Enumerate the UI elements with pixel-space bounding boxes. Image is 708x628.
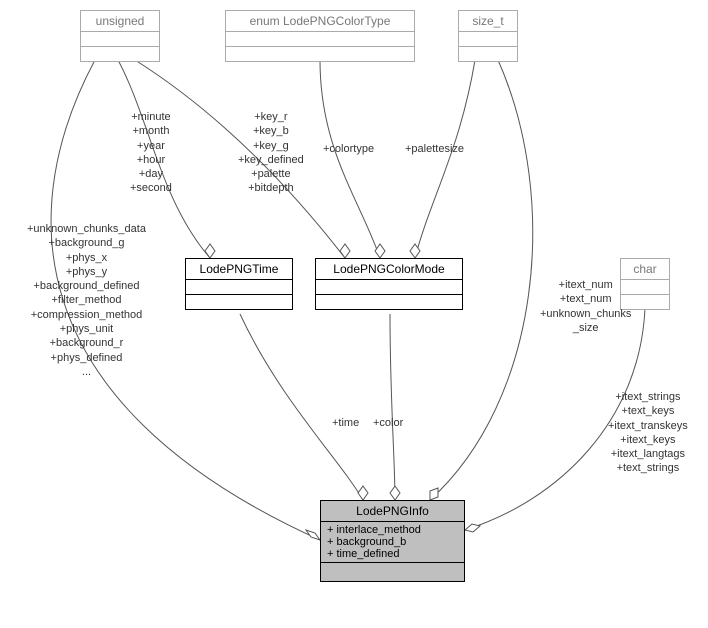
label-char-to-info: +itext_strings+text_keys+itext_transkeys… — [608, 390, 688, 476]
node-unsigned: unsigned — [80, 10, 160, 62]
uml-diagram: unsigned enum LodePNGColorType size_t ch… — [0, 0, 708, 628]
node-title: LodePNGTime — [186, 259, 292, 280]
node-enum-colortype: enum LodePNGColorType — [225, 10, 415, 62]
label-sizet-to-info: +itext_num+text_num+unknown_chunks_size — [540, 278, 631, 335]
node-title: LodePNGColorMode — [316, 259, 462, 280]
label-enum-to-colormode: +colortype — [323, 142, 374, 156]
node-lodepngcolormode: LodePNGColorMode — [315, 258, 463, 310]
node-lodepngtime: LodePNGTime — [185, 258, 293, 310]
members: + interlace_method + background_b + time… — [321, 522, 464, 563]
node-title: unsigned — [81, 11, 159, 32]
label-time-to-info: +time — [332, 416, 359, 430]
label-unsigned-to-info: +unknown_chunks_data+background_g+phys_x… — [27, 222, 146, 379]
label-unsigned-to-time: +minute+month+year+hour+day+second — [130, 110, 172, 196]
node-title: enum LodePNGColorType — [226, 11, 414, 32]
node-title: LodePNGInfo — [321, 501, 464, 522]
node-title: char — [621, 259, 669, 280]
label-sizet-to-colormode: +palettesize — [405, 142, 464, 156]
label-unsigned-to-colormode: +key_r+key_b+key_g+key_defined+palette+b… — [238, 110, 304, 196]
node-size-t: size_t — [458, 10, 518, 62]
node-lodepnginfo: LodePNGInfo + interlace_method + backgro… — [320, 500, 465, 582]
label-colormode-to-info: +color — [373, 416, 403, 430]
node-title: size_t — [459, 11, 517, 32]
